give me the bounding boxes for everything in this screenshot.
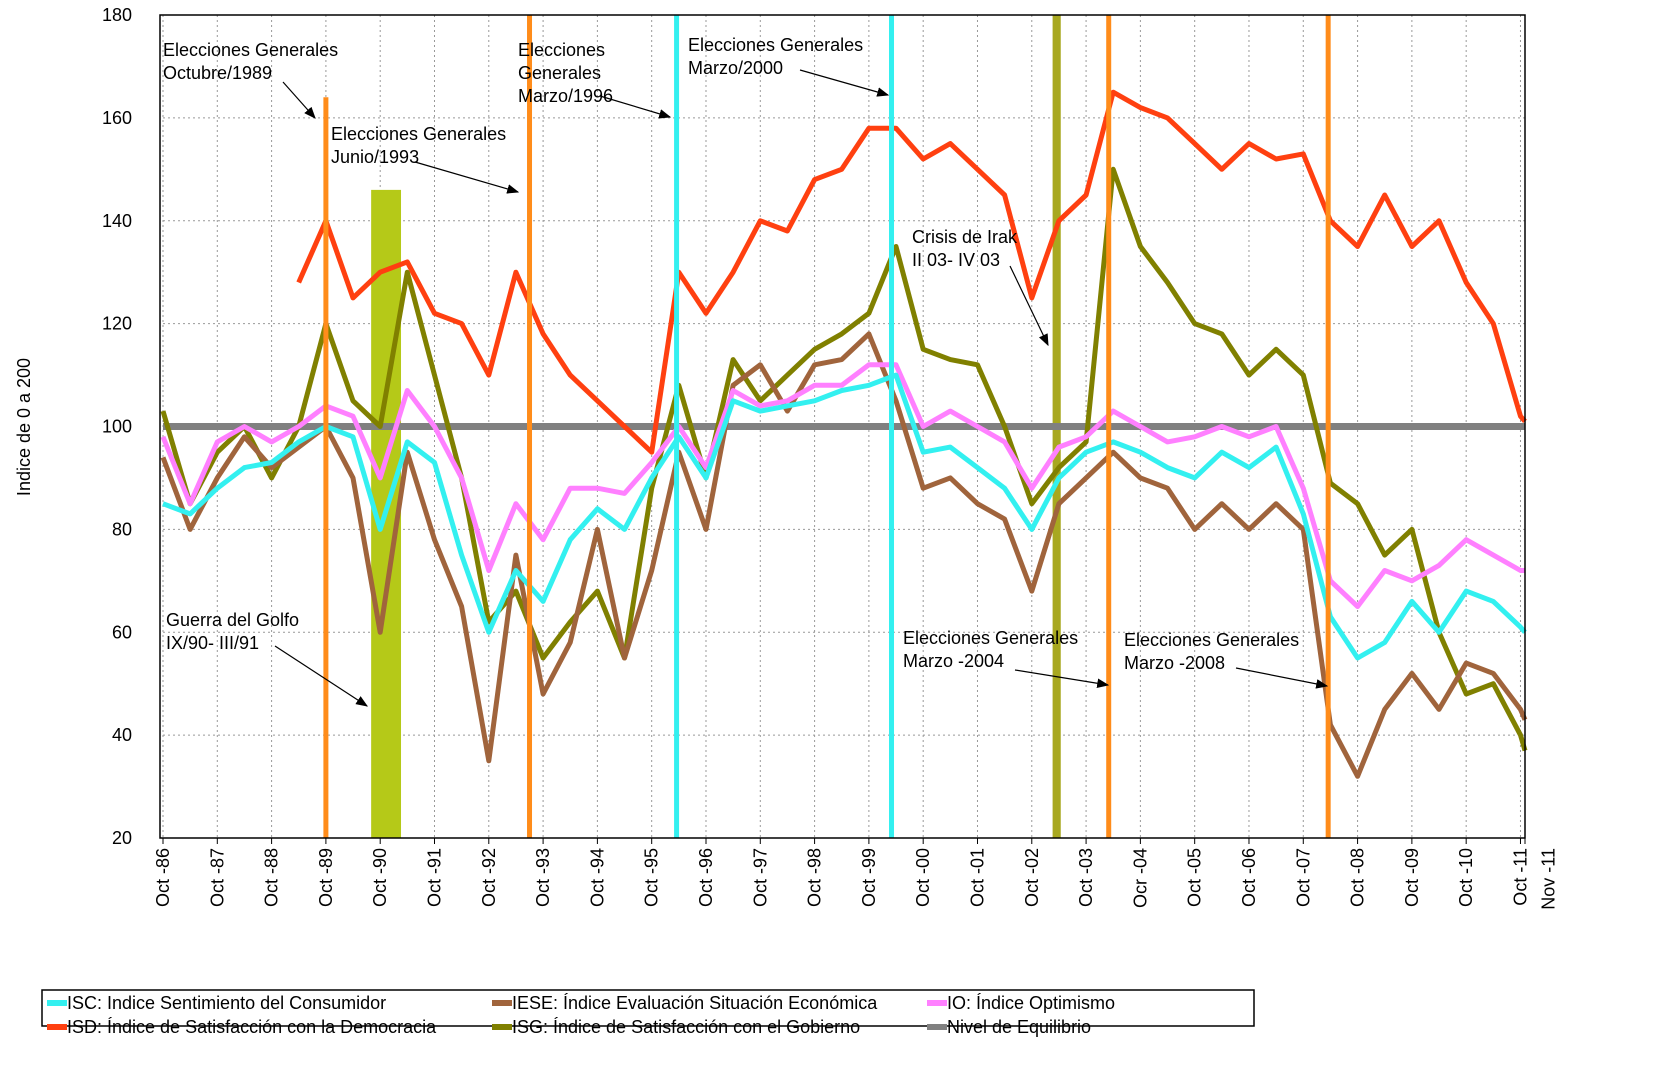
x-tick-label: Oct -90 <box>370 848 390 907</box>
annotation-arrow <box>1014 669 1110 689</box>
x-tick-label: Oct -95 <box>642 848 662 907</box>
x-tick-label: Oct -98 <box>805 848 825 907</box>
annotation-arrow <box>599 95 672 119</box>
y-tick-label: 140 <box>102 211 132 231</box>
annotation-arrow <box>1235 667 1329 689</box>
x-tick-label: Oct -91 <box>424 848 444 907</box>
annotation-text: Elecciones Generales <box>1124 630 1299 650</box>
legend-box <box>41 989 1255 1027</box>
x-tick-label: Oct -88 <box>262 848 282 907</box>
annotation-text: Elecciones <box>518 40 605 60</box>
x-tick-label: Oct -00 <box>913 848 933 907</box>
annotation-arrow <box>282 81 316 119</box>
annotation-text: Elecciones Generales <box>903 628 1078 648</box>
series-line <box>296 89 1527 455</box>
y-tick-label: 100 <box>102 417 132 437</box>
annotation-text: II 03- IV 03 <box>912 250 1000 270</box>
annotation-text: Elecciones Generales <box>331 124 506 144</box>
y-axis-label: Indice de 0 a 200 <box>14 358 34 496</box>
annotation-text: Junio/1993 <box>331 147 419 167</box>
annotation-text: Guerra del Golfo <box>166 610 299 630</box>
x-tick-label: Oct -94 <box>587 848 607 907</box>
annotation-arrow <box>799 69 890 97</box>
x-tick-label: Oct -92 <box>479 848 499 907</box>
x-tick-label: Oct -93 <box>533 848 553 907</box>
series-line <box>160 331 1528 779</box>
legend-label: Nivel de Equilibrio <box>947 1017 1091 1037</box>
annotation-text: Marzo -2008 <box>1124 653 1225 673</box>
x-tick-label: Oct -96 <box>696 848 716 907</box>
x-tick-label: Ocr -04 <box>1130 848 1150 908</box>
x-tick-label: Oct -86 <box>153 848 173 907</box>
x-tick-label: Oct -11 <box>1510 848 1530 906</box>
annotation-text: IX/90- III/91 <box>166 633 259 653</box>
annotation-text: Octubre/1989 <box>163 63 272 83</box>
annotation-text: Elecciones Generales <box>163 40 338 60</box>
x-tick-label: Oct -87 <box>207 848 227 907</box>
x-tick-label: Nov -11 <box>1538 848 1558 910</box>
x-tick-label: Oct -07 <box>1293 848 1313 907</box>
series-line <box>160 166 1528 752</box>
x-tick-label: Oct -89 <box>316 848 336 907</box>
annotation-arrow <box>274 645 369 707</box>
annotation-text: Marzo -2004 <box>903 651 1004 671</box>
legend-label: ISC: Indice Sentimiento del Consumidor <box>67 993 386 1013</box>
y-tick-label: 20 <box>112 828 132 848</box>
y-tick-label: 60 <box>112 622 132 642</box>
x-tick-label: Oct -03 <box>1076 848 1096 907</box>
annotation-text: Crisis de Irak <box>912 227 1018 247</box>
x-tick-label: Oct -01 <box>967 848 987 907</box>
x-tick-label: Oct -05 <box>1185 848 1205 907</box>
y-tick-label: 80 <box>112 519 132 539</box>
series-line <box>162 372 1527 661</box>
annotation-text: Marzo/2000 <box>688 58 783 78</box>
legend-label: ISD: Índice de Satisfacción con la Democ… <box>67 1017 437 1037</box>
x-tick-label: Oct -06 <box>1239 848 1259 907</box>
legend-label: IO: Índice Optimismo <box>947 993 1115 1013</box>
series-line <box>160 362 1525 609</box>
x-tick-label: Oct -10 <box>1456 848 1476 907</box>
y-tick-label: 160 <box>102 108 132 128</box>
y-tick-label: 180 <box>102 5 132 25</box>
annotation-text: Elecciones Generales <box>688 35 863 55</box>
x-tick-label: Oct -97 <box>750 848 770 907</box>
annotation-text: Marzo/1996 <box>518 86 613 106</box>
plot-frame <box>159 14 1526 839</box>
y-tick-label: 120 <box>102 314 132 334</box>
x-tick-label: Oct -08 <box>1348 848 1368 907</box>
legend-label: IESE: Índice Evaluación Situación Económ… <box>512 993 878 1013</box>
x-tick-label: Oct -09 <box>1402 848 1422 907</box>
x-tick-label: Oct -02 <box>1022 848 1042 907</box>
y-tick-label: 40 <box>112 725 132 745</box>
x-tick-label: Oct -99 <box>859 848 879 907</box>
annotation-text: Generales <box>518 63 601 83</box>
annotation-arrow <box>1009 265 1049 347</box>
legend-label: ISG: Índice de Satisfacción con el Gobie… <box>512 1017 860 1037</box>
annotation-arrow <box>414 161 520 194</box>
